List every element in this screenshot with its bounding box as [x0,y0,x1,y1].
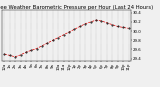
Title: Milwaukee Weather Barometric Pressure per Hour (Last 24 Hours): Milwaukee Weather Barometric Pressure pe… [0,5,154,10]
